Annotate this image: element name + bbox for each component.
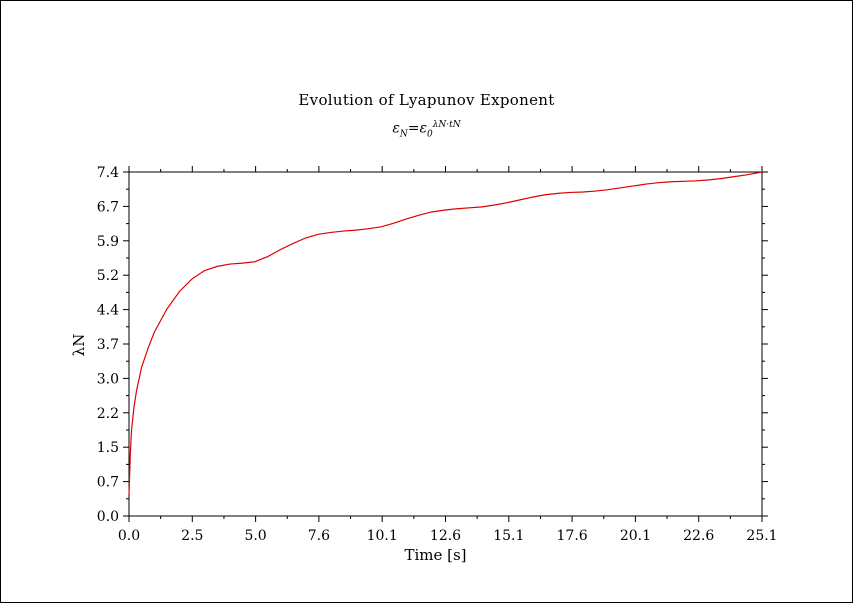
x-tick-label: 20.1: [620, 528, 651, 544]
y-tick-label: 1.5: [97, 440, 119, 456]
formula-lhs-base: ε: [392, 120, 400, 137]
y-tick-label: 7.4: [97, 165, 119, 181]
y-tick-label: 6.7: [97, 199, 119, 215]
x-tick-label: 7.6: [308, 528, 330, 544]
x-tick-label: 10.1: [367, 528, 398, 544]
chart-title: Evolution of Lyapunov Exponent: [298, 91, 555, 109]
formula-rhs-sup: λN·tN: [432, 120, 461, 130]
x-tick-label: 2.5: [181, 528, 203, 544]
x-tick-label: 25.1: [746, 528, 777, 544]
x-axis-label: Time [s]: [404, 546, 466, 564]
y-tick-label: 0.0: [97, 509, 119, 525]
y-tick-label: 2.2: [97, 406, 119, 422]
formula-equals: =: [407, 120, 420, 137]
x-tick-label: 5.0: [244, 528, 266, 544]
x-tick-label: 22.6: [683, 528, 714, 544]
x-tick-label: 17.6: [557, 528, 588, 544]
y-tick-label: 3.0: [97, 371, 119, 387]
x-tick-label: 15.1: [493, 528, 524, 544]
formula-lhs-sub: N: [399, 129, 408, 140]
y-tick-label: 5.2: [97, 268, 119, 284]
y-tick-label: 4.4: [97, 303, 119, 319]
x-tick-label: 0.0: [118, 528, 140, 544]
y-axis-label: λN: [70, 334, 88, 357]
formula-rhs-sub: 0: [426, 129, 433, 140]
series-line: [128, 171, 763, 496]
x-tick-label: 12.6: [430, 528, 461, 544]
plot-area-border: [128, 171, 763, 517]
y-tick-label: 0.7: [97, 475, 119, 491]
chart-subtitle-formula: εN=ε0λN·tN: [0, 120, 853, 139]
y-tick-label: 3.7: [97, 337, 119, 353]
y-tick-label: 5.9: [97, 234, 119, 250]
formula-rhs-base: ε: [419, 120, 427, 137]
